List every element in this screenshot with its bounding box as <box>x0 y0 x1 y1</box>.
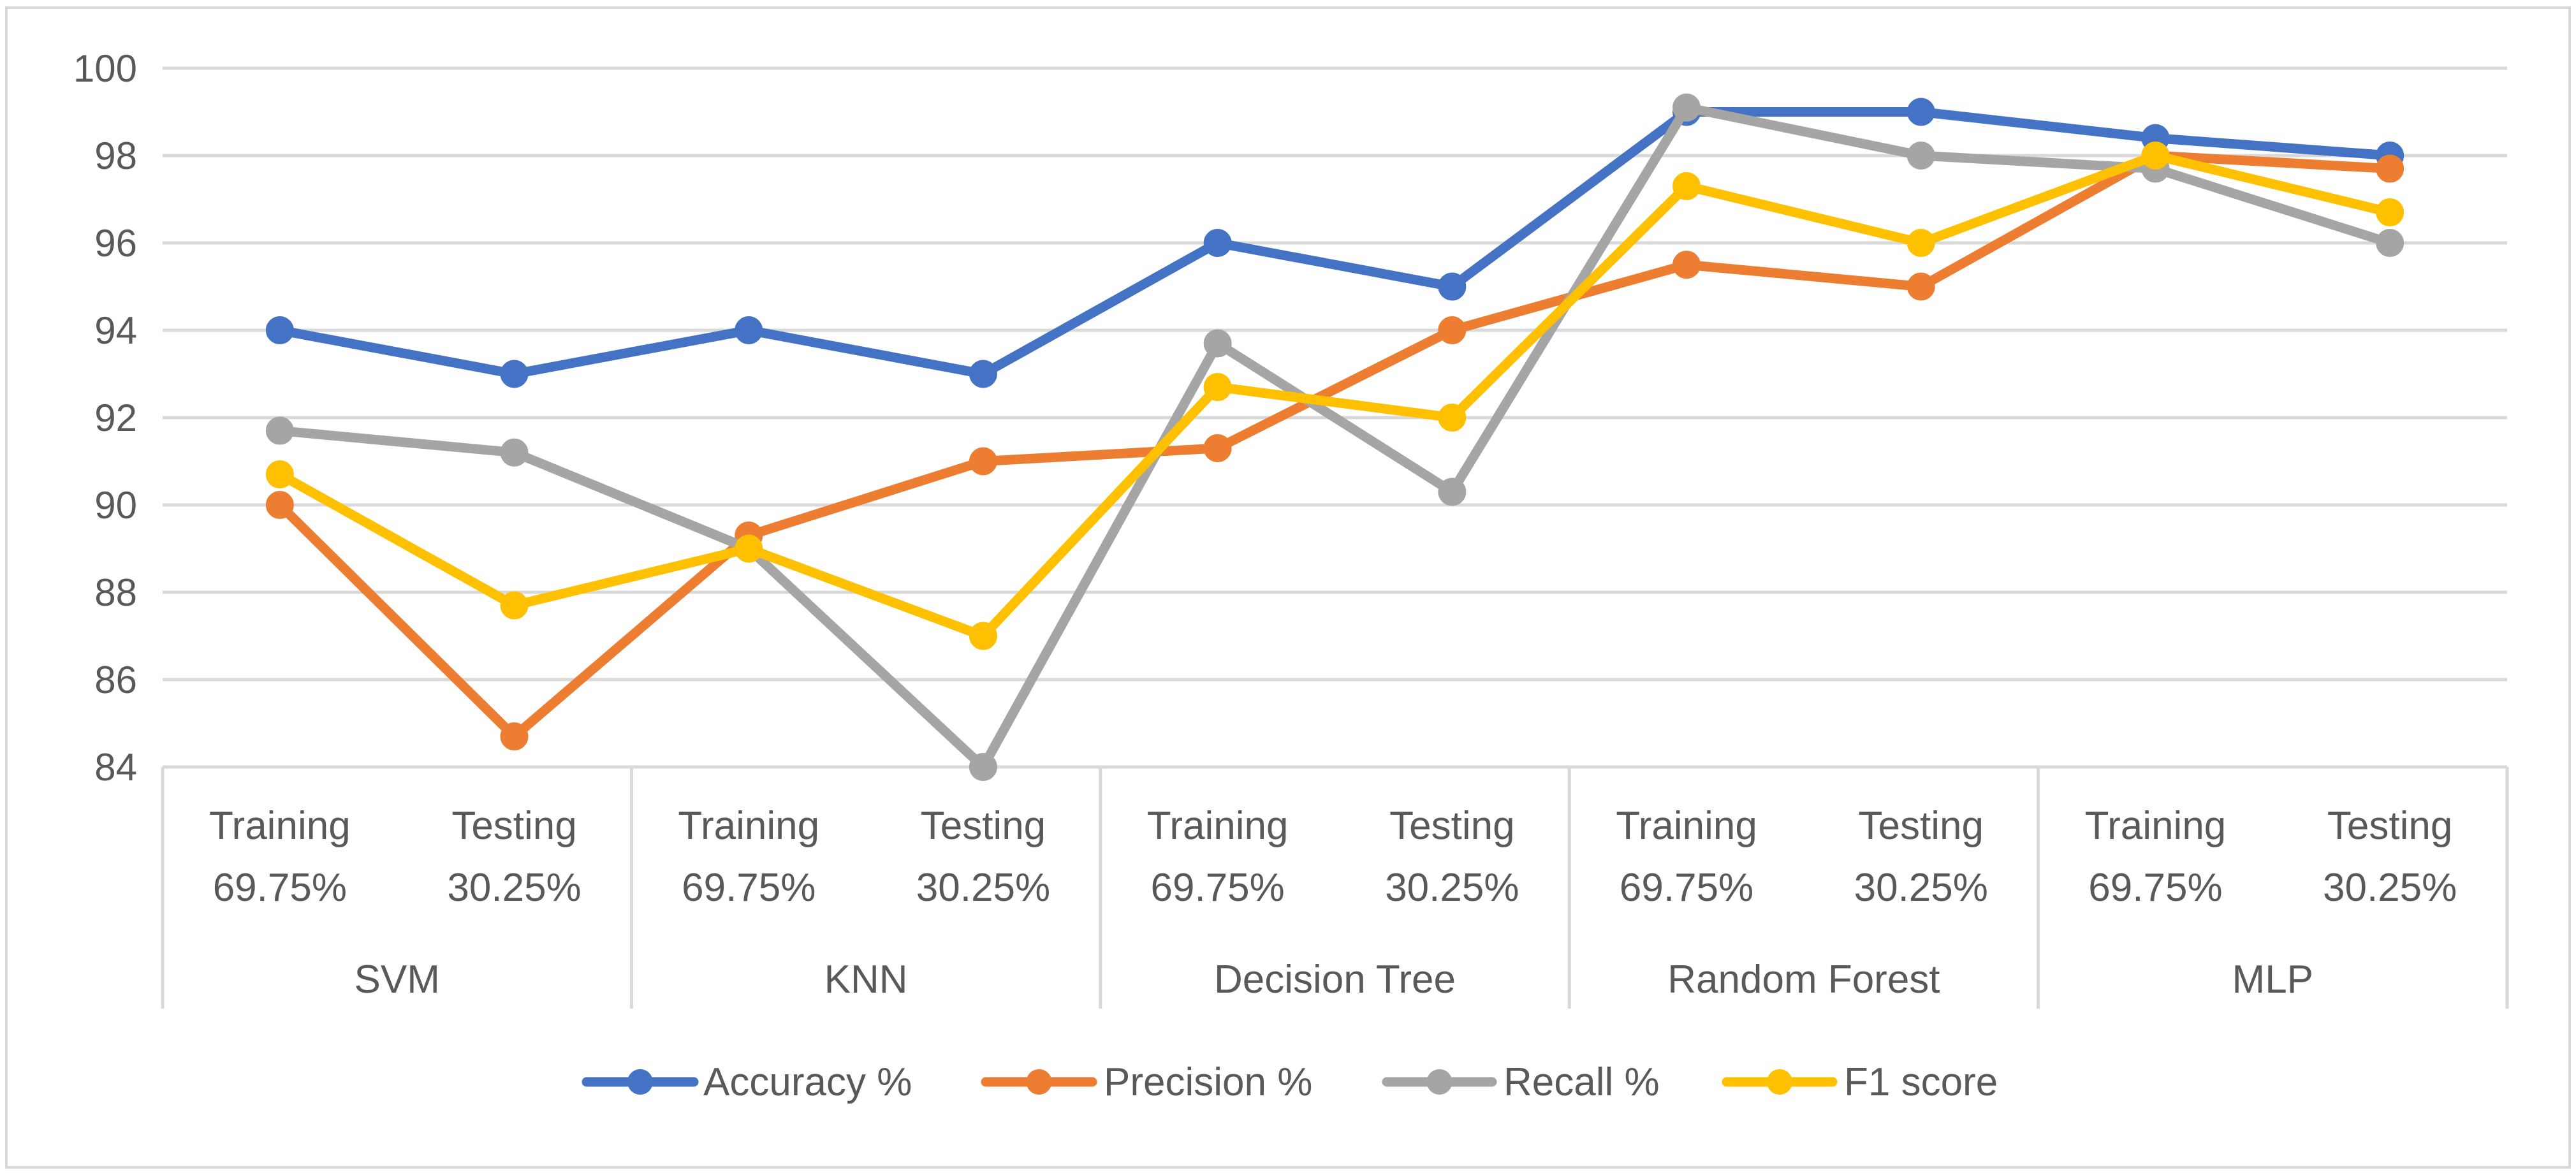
x-subcategory-label-line2: 69.75% <box>213 866 347 910</box>
series-line <box>275 107 2395 379</box>
data-point <box>500 438 529 467</box>
series-line <box>275 150 2395 741</box>
data-point <box>1672 172 1701 200</box>
data-point <box>1906 98 1935 126</box>
y-tick-label: 94 <box>94 309 137 352</box>
x-subcategory-label-line2: 30.25% <box>1385 866 1519 910</box>
x-group-label: KNN <box>824 958 908 1002</box>
x-subcategory-label-line1: Testing <box>2327 804 2452 848</box>
x-subcategory-label-line2: 30.25% <box>447 866 581 910</box>
data-point <box>1672 251 1701 279</box>
y-tick-label: 86 <box>94 659 137 701</box>
data-point <box>969 622 997 650</box>
x-group-label: Random Forest <box>1667 958 1940 1002</box>
legend-item: F1 score <box>1722 1060 1998 1104</box>
x-group-label: Decision Tree <box>1214 958 1456 1002</box>
legend-label: Accuracy % <box>703 1060 912 1104</box>
data-point <box>735 316 763 344</box>
legend-marker <box>1426 1069 1453 1095</box>
data-point <box>1438 272 1467 301</box>
data-point <box>1906 229 1935 257</box>
x-subcategory-label-line1: Training <box>1616 804 1757 848</box>
data-point <box>265 416 294 445</box>
data-point <box>1906 272 1935 301</box>
data-point <box>265 316 294 344</box>
x-subcategory-label-line1: Training <box>1147 804 1289 848</box>
data-point <box>1203 329 1232 358</box>
x-subcategory-label-line1: Testing <box>921 804 1046 848</box>
data-point <box>1203 373 1232 402</box>
legend-item: Accuracy % <box>582 1060 912 1104</box>
y-tick-label: 90 <box>94 484 137 527</box>
legend-label: Precision % <box>1104 1060 1312 1104</box>
x-subcategory-label-line2: 69.75% <box>682 866 816 910</box>
data-point <box>2141 142 2170 170</box>
x-subcategory-label-line1: Training <box>678 804 819 848</box>
x-subcategory-label-line1: Training <box>209 804 351 848</box>
x-group-label: MLP <box>2232 958 2313 1002</box>
x-subcategory-label-line2: 30.25% <box>2323 866 2457 910</box>
data-point <box>969 360 997 388</box>
legend-marker <box>1026 1069 1052 1095</box>
series-line <box>275 150 2395 641</box>
gridlines <box>163 66 2507 769</box>
x-subcategory-label-line2: 30.25% <box>1854 866 1988 910</box>
x-subcategory-label-line1: Testing <box>451 804 576 848</box>
chart-border <box>5 6 2571 1169</box>
x-subcategory-label-line1: Testing <box>1389 804 1514 848</box>
legend-label: Recall % <box>1504 1060 1660 1104</box>
legend: Accuracy % Precision % Recall % F1 score <box>582 1060 1998 1104</box>
y-tick-label: 88 <box>94 571 137 614</box>
legend-label: F1 score <box>1844 1060 1998 1104</box>
y-axis: 84 86 88 90 92 94 96 98 100 <box>73 47 137 789</box>
x-subcategory-label-line2: 69.75% <box>2088 866 2222 910</box>
x-subcategory-label-line1: Training <box>2085 804 2227 848</box>
data-point <box>500 591 529 620</box>
legend-marker <box>1767 1069 1792 1095</box>
series-line <box>275 103 2395 772</box>
data-point <box>1438 404 1467 432</box>
legend-item: Precision % <box>981 1060 1312 1104</box>
x-subcategory-label-line2: 69.75% <box>1620 866 1753 910</box>
data-point <box>265 491 294 519</box>
x-group-label: SVM <box>355 958 440 1002</box>
x-subcategory-label-line2: 30.25% <box>916 866 1050 910</box>
y-tick-label: 98 <box>94 135 137 177</box>
series-f1-score <box>265 142 2404 650</box>
data-point <box>1906 142 1935 170</box>
data-point <box>969 753 997 781</box>
series-group <box>265 93 2404 781</box>
y-tick-label: 92 <box>94 397 137 439</box>
x-axis: Training 69.75% Testing 30.25% SVM Training 69… <box>161 767 2509 1009</box>
y-tick-label: 96 <box>94 222 137 265</box>
data-point <box>735 534 763 563</box>
y-tick-label: 84 <box>94 746 137 789</box>
series-recall <box>265 93 2404 781</box>
data-point <box>2376 229 2404 257</box>
data-point <box>1203 434 1232 462</box>
legend-item: Recall % <box>1382 1060 1660 1104</box>
data-point <box>265 460 294 489</box>
data-point <box>500 722 529 751</box>
data-point <box>2376 154 2404 183</box>
x-subcategory-label-line2: 69.75% <box>1151 866 1285 910</box>
y-tick-label: 100 <box>73 47 137 90</box>
data-point <box>1672 93 1701 122</box>
data-point <box>500 360 529 388</box>
data-point <box>1438 316 1467 344</box>
data-point <box>2376 198 2404 227</box>
data-point <box>1203 229 1232 257</box>
x-subcategory-label-line1: Testing <box>1859 804 1984 848</box>
data-point <box>1438 478 1467 506</box>
data-point <box>969 447 997 476</box>
legend-marker <box>627 1069 653 1095</box>
